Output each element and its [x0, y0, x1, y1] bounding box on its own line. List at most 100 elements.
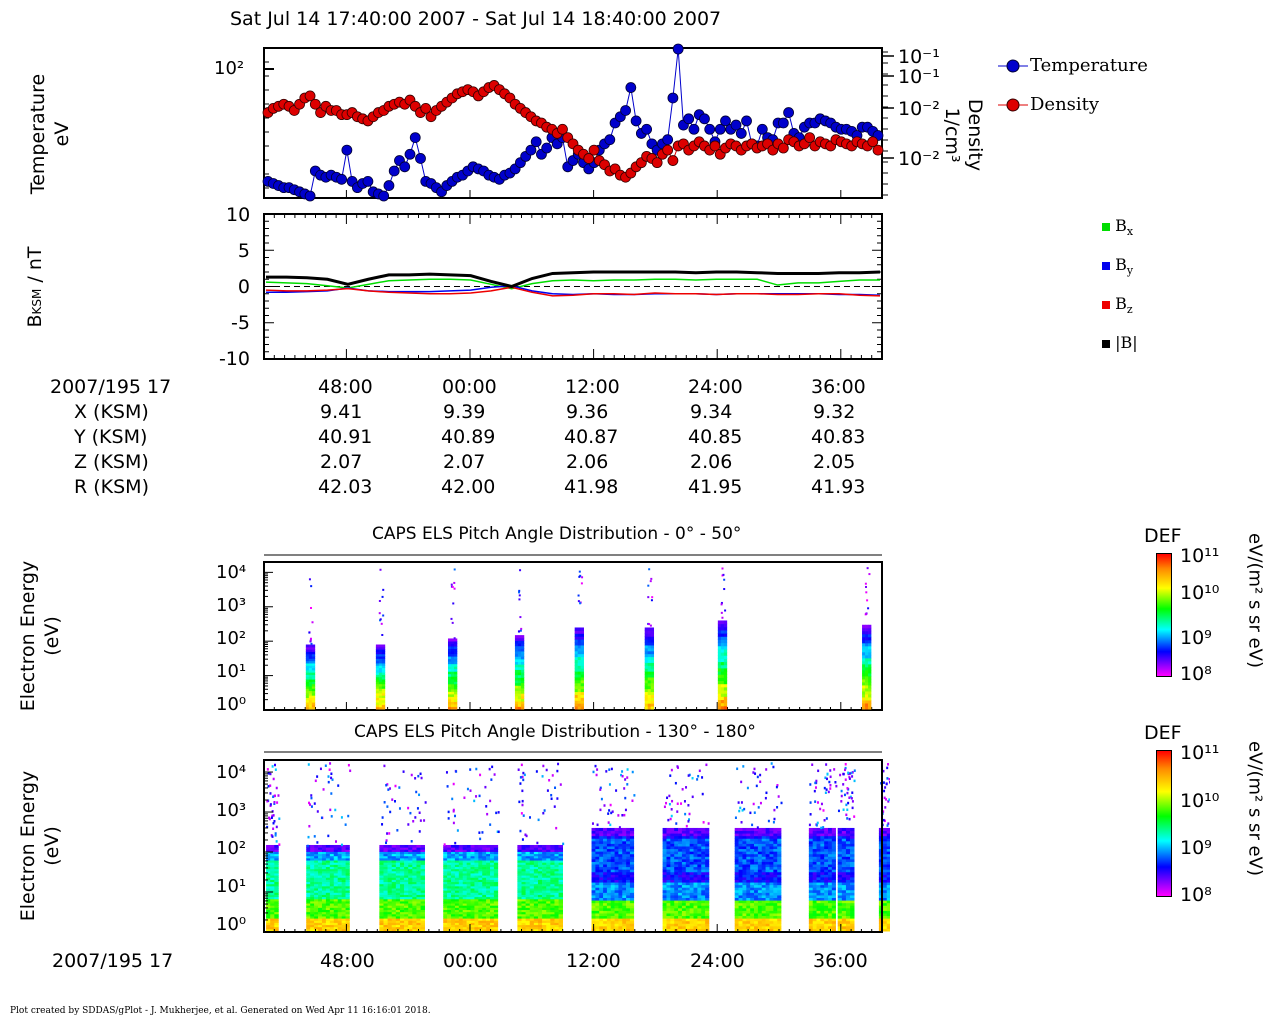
spec1-cell: [862, 633, 866, 638]
spec2-cell: [517, 911, 522, 915]
spec2-cell: [693, 882, 698, 886]
spec2-cell: [383, 868, 388, 872]
spec2-cell: [606, 856, 612, 860]
spec2-cell: [395, 890, 401, 893]
spec2-cell: [525, 909, 531, 913]
spec2-cell: [395, 905, 401, 908]
spec2-cell: [341, 900, 346, 904]
spec1-speck: [453, 587, 456, 590]
spec2-cell: [395, 870, 401, 874]
spec2-cell: [379, 853, 384, 857]
spec2-cell: [701, 912, 706, 917]
spec1-cell: [644, 697, 649, 701]
spec2-cell: [387, 868, 393, 872]
spec2-cell: [478, 890, 483, 893]
spec2-cell: [399, 892, 405, 895]
spec2-cell: [757, 892, 763, 896]
spec1-cell: [311, 702, 316, 705]
spec2-cell: [408, 926, 413, 930]
spec1-cell: [450, 668, 455, 672]
spec2-cell: [765, 858, 770, 862]
spec2-cell: [321, 872, 327, 876]
spec1-speck: [649, 580, 652, 583]
spec2-cell: [750, 923, 755, 927]
spec2-cell: [614, 907, 619, 911]
spec2-cell: [537, 853, 543, 857]
spec2-speck: [456, 829, 459, 832]
spec2-cell: [626, 905, 631, 909]
spec2-cell: [701, 882, 706, 886]
spec2-cell: [701, 843, 706, 847]
spec1-cell: [520, 677, 525, 681]
spec2-cell: [591, 827, 596, 832]
spec2-speck: [596, 768, 599, 771]
spec2-cell: [765, 864, 770, 868]
spec2-cell: [558, 928, 563, 932]
spec2-cell: [521, 890, 526, 893]
spec2-cell: [603, 907, 608, 911]
spec2-cell: [701, 928, 706, 932]
spec2-cell: [537, 847, 543, 850]
spec1-cell: [514, 645, 519, 649]
spec2-cell: [521, 909, 526, 913]
spec2-speck: [633, 794, 636, 797]
spec2-cell: [606, 871, 612, 875]
spec2-cell: [462, 900, 467, 904]
spec2-cell: [517, 885, 522, 889]
spec2-cell: [333, 918, 338, 921]
spec2-cell: [738, 848, 743, 852]
spec2-cell: [670, 910, 675, 914]
spec2-cell: [379, 879, 384, 883]
spec2-cell: [738, 851, 743, 855]
spec1-cell: [865, 666, 869, 671]
spec2-cell: [681, 889, 687, 893]
spec2-cell: [629, 869, 635, 873]
spec1-cell: [378, 692, 383, 696]
spec1-cell: [305, 681, 310, 685]
spec2-cell: [321, 866, 327, 870]
spec2-cell: [521, 851, 526, 855]
spec2-cell: [325, 868, 331, 872]
spec2-cell: [674, 856, 679, 860]
spec2-cell: [603, 843, 608, 847]
spec2-cell: [383, 855, 388, 859]
spec2-cell: [325, 855, 331, 859]
spec1-cell: [453, 703, 458, 707]
spec2-cell: [705, 856, 710, 860]
spec1-tick-1e3: 10³: [216, 595, 247, 616]
spec2-cell: [451, 887, 456, 891]
spec2-cell: [734, 912, 739, 917]
spec1-cell: [644, 691, 649, 695]
spec2-cell: [395, 922, 401, 926]
spec2-cell: [685, 925, 690, 929]
spec2-cell: [591, 897, 596, 901]
spec1-cell: [868, 657, 872, 662]
spec2-speck: [624, 778, 627, 781]
spec2-cell: [618, 887, 623, 891]
legend-temperature-label: Temperature: [1030, 55, 1148, 76]
ephemeris-value: 9.36: [566, 401, 609, 423]
spec2-cell: [325, 911, 331, 915]
spec2-cell: [558, 883, 563, 887]
spec2-cell: [466, 855, 471, 859]
spec2-cell: [387, 866, 393, 870]
spec2-cell: [662, 897, 667, 901]
spec2-cell: [734, 910, 739, 914]
spec2-cell: [387, 853, 393, 857]
spec2-cell: [270, 918, 275, 921]
spec2-cell: [345, 881, 350, 885]
spec2-cell: [408, 920, 413, 923]
spec2-cell: [447, 862, 452, 865]
spec1-cell: [514, 666, 519, 670]
data-point-density: [867, 136, 879, 148]
spec2-cell: [337, 920, 342, 923]
spec2-cell: [697, 874, 702, 878]
spec2-cell: [599, 915, 604, 919]
spec2-cell: [685, 853, 690, 857]
spec2-cell: [701, 923, 706, 927]
spec2-cell: [685, 892, 690, 896]
spec2-cell: [420, 918, 425, 921]
spec1-cell: [375, 646, 380, 650]
spec2-cell: [705, 874, 710, 878]
spec2-speck: [347, 763, 350, 767]
